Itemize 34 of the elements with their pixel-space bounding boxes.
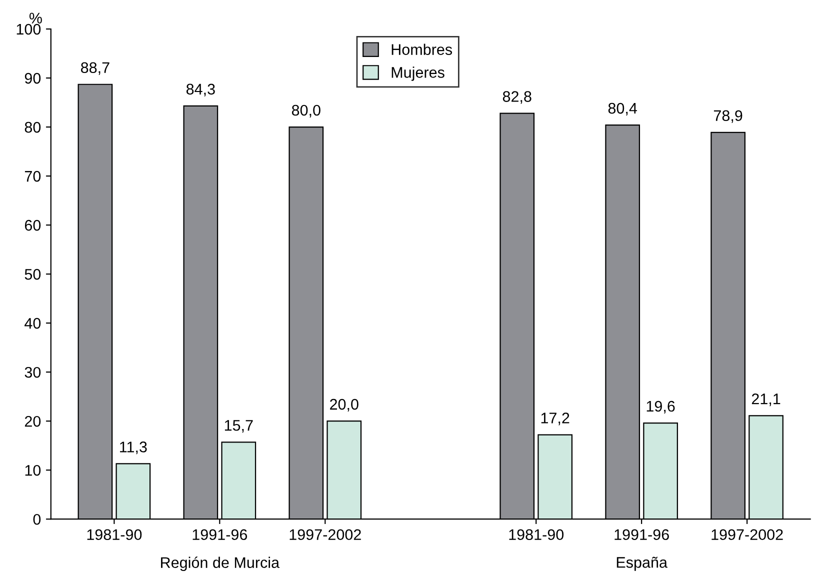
- y-tick-label: 80: [24, 122, 41, 133]
- data-label: 19,6: [646, 400, 675, 414]
- x-tick-label: 1981-90: [509, 529, 564, 540]
- data-label: 78,9: [714, 110, 742, 123]
- data-label: 21,1: [752, 394, 780, 406]
- y-tick-label: 30: [24, 366, 41, 378]
- legend-label: Hombres: [392, 44, 452, 55]
- y-tick-label: 40: [24, 318, 41, 329]
- y-tick-label: 20: [24, 416, 41, 427]
- legend-label: Mujeres: [392, 66, 444, 81]
- data-label: 20,0: [330, 398, 358, 412]
- data-label: 80,4: [608, 102, 637, 116]
- data-label: 80,0: [292, 104, 320, 118]
- text: España: [616, 556, 668, 571]
- x-tick-label: 1991-96: [192, 529, 248, 540]
- data-label: 82,8: [502, 91, 532, 104]
- y-axis-title: %: [29, 12, 42, 24]
- y-tick-label: 10: [25, 464, 41, 476]
- x-tick-label: 1997-2002: [712, 529, 783, 540]
- data-label: 17,2: [541, 412, 570, 426]
- data-label: 84,3: [186, 84, 215, 96]
- y-tick-label: 0: [33, 514, 41, 525]
- x-tick-label: 1981-90: [87, 529, 142, 540]
- y-tick-label: 70: [24, 170, 41, 182]
- data-label: 88,7: [81, 62, 110, 75]
- y-tick-label: 60: [24, 220, 41, 231]
- data-label: 11,3: [120, 442, 147, 454]
- text: Región de Murcia: [161, 556, 280, 572]
- y-tick-label: 100: [16, 24, 41, 35]
- data-label: 15,7: [224, 420, 253, 433]
- x-tick-label: 1991-96: [614, 529, 669, 540]
- x-tick-label: 1997-2002: [290, 529, 361, 540]
- y-tick-label: 90: [24, 72, 41, 84]
- y-tick-label: 50: [24, 268, 41, 280]
